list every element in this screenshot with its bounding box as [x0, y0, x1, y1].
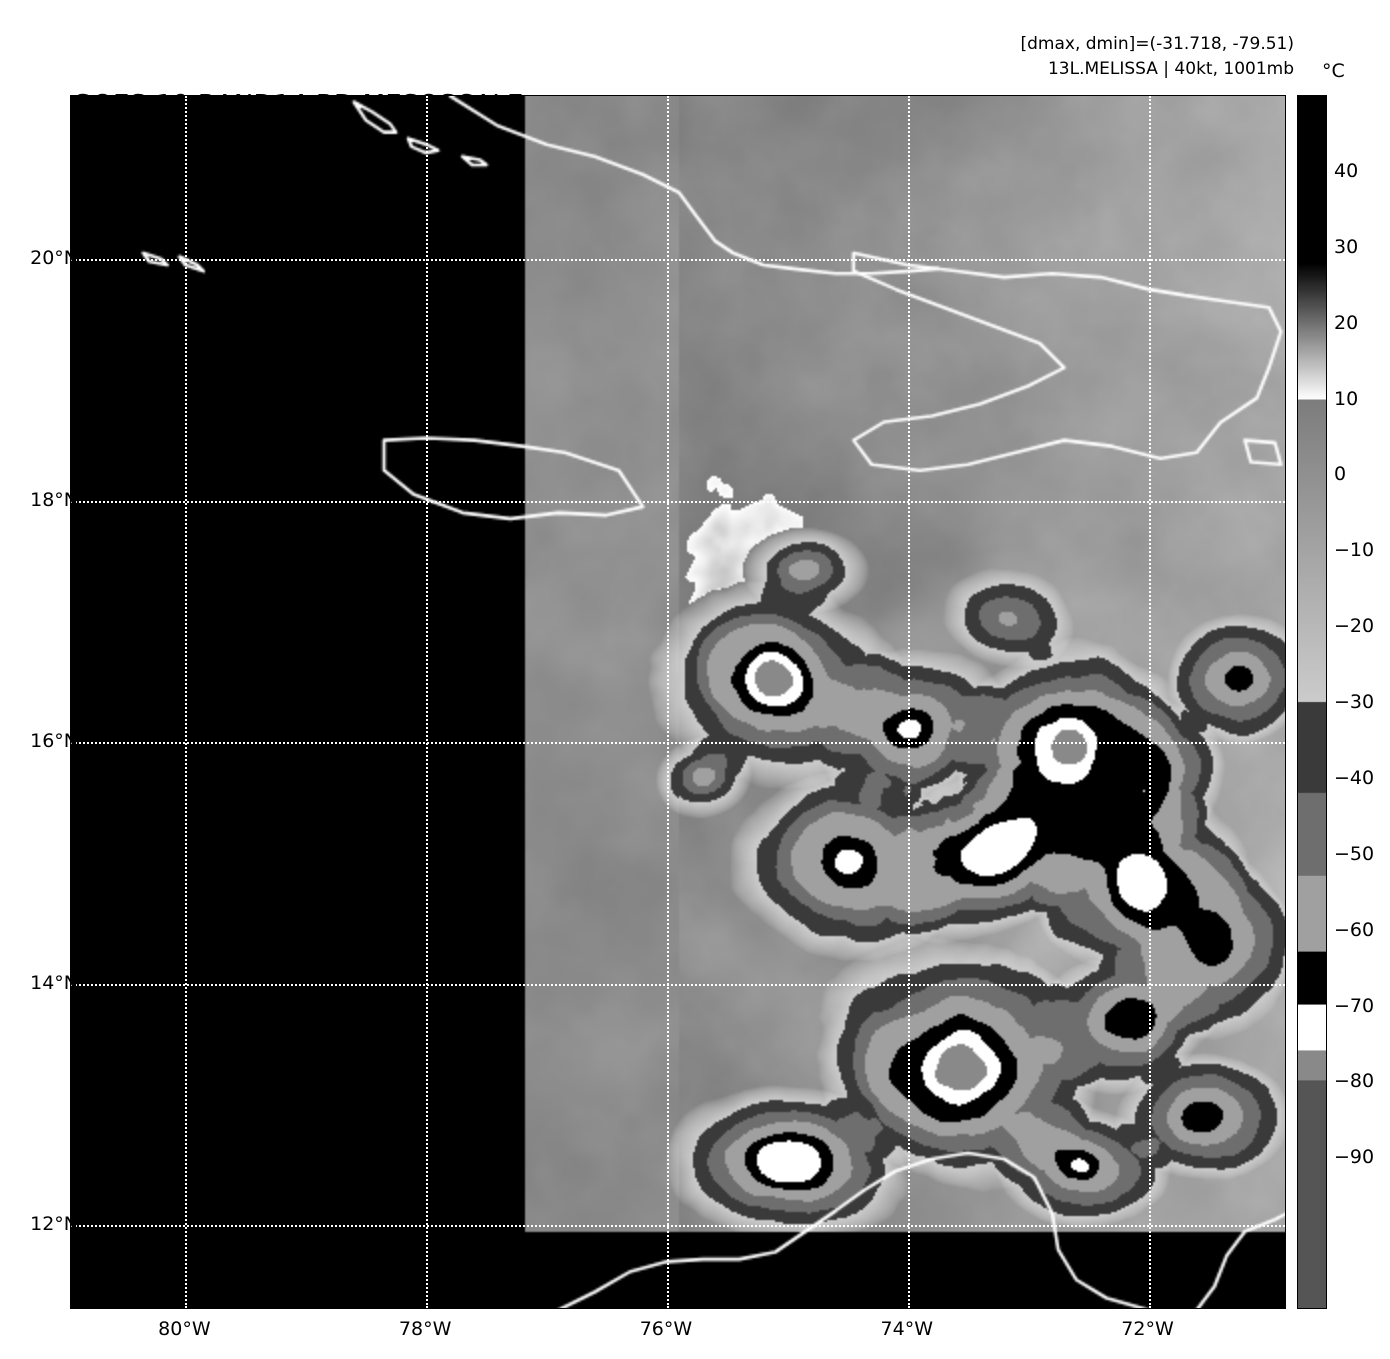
- colorbar-tick-13: −90: [1334, 1146, 1375, 1169]
- colorbar-tick-0: 40: [1334, 159, 1359, 182]
- latitude-tick-3: 14°N: [30, 971, 78, 994]
- colorbar-tick-8: −40: [1334, 766, 1375, 789]
- satellite-image-plot: Copyright © 2020-2025 Dapiya: [70, 95, 1286, 1309]
- colorbar-tick-4: 0: [1334, 463, 1347, 486]
- longitude-tick-1: 78°W: [398, 1318, 452, 1340]
- colorbar: [1297, 95, 1327, 1309]
- colorbar-unit-label: °C: [1322, 60, 1345, 82]
- colorbar-tick-2: 20: [1334, 311, 1359, 334]
- longitude-tick-4: 72°W: [1121, 1318, 1174, 1340]
- latitude-tick-2: 16°N: [30, 730, 78, 753]
- longitude-tick-3: 74°W: [880, 1318, 933, 1340]
- colorbar-tick-5: −10: [1334, 539, 1375, 562]
- latitude-tick-1: 18°N: [30, 488, 78, 511]
- colorbar-tick-9: −50: [1334, 842, 1375, 865]
- header-meta-block: [dmax, dmin]=(-31.718, -79.51) 13L.MELIS…: [1021, 32, 1295, 82]
- latitude-tick-0: 20°N: [30, 247, 78, 270]
- latitude-tick-4: 12°N: [30, 1213, 78, 1236]
- colorbar-tick-3: 10: [1334, 387, 1359, 410]
- colorbar-tick-7: −30: [1334, 691, 1375, 713]
- satellite-raster: [71, 96, 1285, 1308]
- colorbar-tick-10: −60: [1334, 918, 1375, 941]
- colorbar-tick-1: 30: [1334, 235, 1359, 258]
- dminmax-text: [dmax, dmin]=(-31.718, -79.51): [1020, 34, 1295, 54]
- colorbar-tick-6: −20: [1334, 615, 1375, 638]
- colorbar-gradient: [1297, 95, 1327, 1309]
- colorbar-tick-11: −70: [1334, 994, 1375, 1017]
- longitude-tick-0: 80°W: [158, 1318, 211, 1340]
- storm-info-text: 13L.MELISSA | 40kt, 1001mb: [1047, 59, 1294, 79]
- colorbar-tick-12: −80: [1334, 1070, 1375, 1093]
- longitude-tick-2: 76°W: [639, 1318, 693, 1340]
